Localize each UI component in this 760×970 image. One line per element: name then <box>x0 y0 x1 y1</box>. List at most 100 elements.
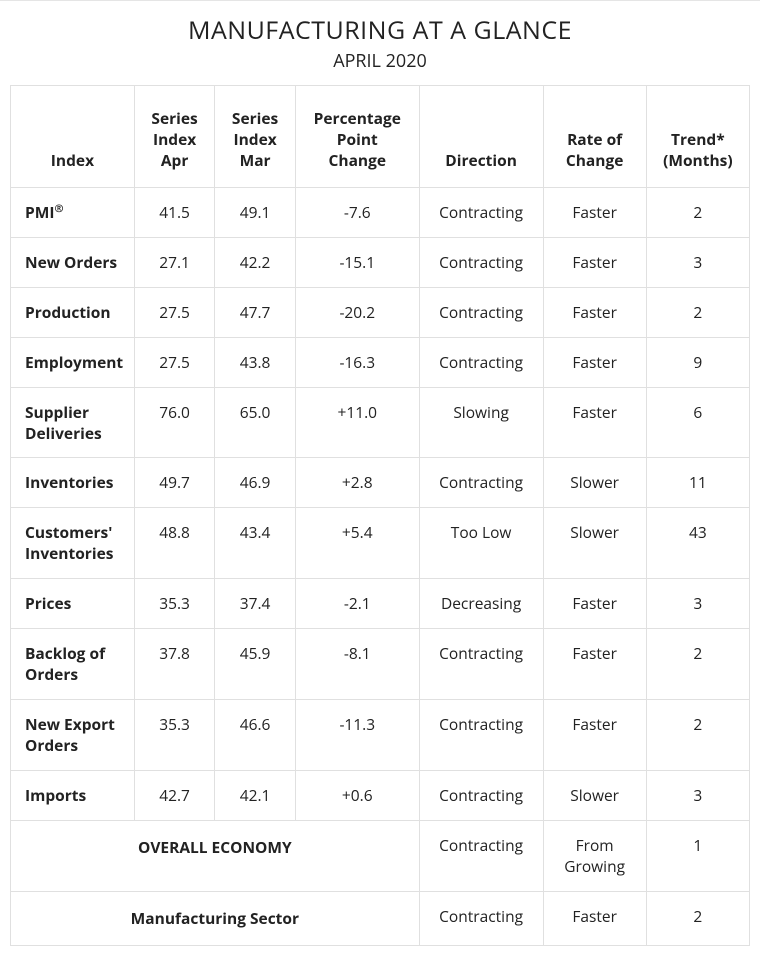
rate-cell: Faster <box>543 891 646 945</box>
column-header: Trend*(Months) <box>646 86 749 188</box>
rate-cell: Faster <box>543 629 646 700</box>
column-header: SeriesIndexMar <box>215 86 296 188</box>
index-cell: New Export Orders <box>11 699 135 770</box>
trend-cell: 1 <box>646 820 749 891</box>
apr-cell: 27.5 <box>134 337 215 387</box>
table-header: IndexSeriesIndexAprSeriesIndexMarPercent… <box>11 86 750 188</box>
trend-cell: 3 <box>646 770 749 820</box>
column-header-line: Percentage <box>306 108 409 129</box>
column-header-line: Series <box>145 108 205 129</box>
rate-cell: Faster <box>543 579 646 629</box>
column-header-line: Point <box>306 129 409 150</box>
direction-cell: Contracting <box>419 629 543 700</box>
column-header-line: Change <box>554 150 636 171</box>
direction-cell: Contracting <box>419 337 543 387</box>
direction-cell: Too Low <box>419 508 543 579</box>
pct-cell: -2.1 <box>295 579 419 629</box>
rate-cell: FromGrowing <box>543 820 646 891</box>
report-subtitle: APRIL 2020 <box>10 49 750 73</box>
table-row: PMI®41.549.1-7.6ContractingFaster2 <box>11 187 750 237</box>
direction-cell: Contracting <box>419 458 543 508</box>
table-row: Employment27.543.8-16.3ContractingFaster… <box>11 337 750 387</box>
rate-cell: Slower <box>543 458 646 508</box>
trend-cell: 43 <box>646 508 749 579</box>
table-row: Customers' Inventories48.843.4+5.4Too Lo… <box>11 508 750 579</box>
rate-cell: Faster <box>543 237 646 287</box>
mar-cell: 42.2 <box>215 237 296 287</box>
summary-row: OVERALL ECONOMYContractingFromGrowing1 <box>11 820 750 891</box>
pct-cell: +5.4 <box>295 508 419 579</box>
apr-cell: 49.7 <box>134 458 215 508</box>
mar-cell: 46.6 <box>215 699 296 770</box>
trend-cell: 11 <box>646 458 749 508</box>
rate-cell: Slower <box>543 770 646 820</box>
pct-cell: +11.0 <box>295 387 419 458</box>
trend-cell: 3 <box>646 579 749 629</box>
table-row: Inventories49.746.9+2.8ContractingSlower… <box>11 458 750 508</box>
column-header: Rate ofChange <box>543 86 646 188</box>
rate-cell: Faster <box>543 287 646 337</box>
pct-cell: +2.8 <box>295 458 419 508</box>
mar-cell: 42.1 <box>215 770 296 820</box>
direction-cell: Slowing <box>419 387 543 458</box>
mar-cell: 45.9 <box>215 629 296 700</box>
index-cell: Customers' Inventories <box>11 508 135 579</box>
table-row: Imports42.742.1+0.6ContractingSlower3 <box>11 770 750 820</box>
rate-cell: Faster <box>543 187 646 237</box>
table-row: New Export Orders35.346.6-11.3Contractin… <box>11 699 750 770</box>
direction-cell: Contracting <box>419 187 543 237</box>
mar-cell: 47.7 <box>215 287 296 337</box>
pct-cell: -15.1 <box>295 237 419 287</box>
report-container: MANUFACTURING AT A GLANCE APRIL 2020 Ind… <box>0 0 760 946</box>
index-cell: Imports <box>11 770 135 820</box>
index-cell: Prices <box>11 579 135 629</box>
trend-cell: 9 <box>646 337 749 387</box>
rate-cell: Faster <box>543 387 646 458</box>
table-row: Prices35.337.4-2.1DecreasingFaster3 <box>11 579 750 629</box>
summary-row: Manufacturing SectorContractingFaster2 <box>11 891 750 945</box>
trend-cell: 2 <box>646 891 749 945</box>
index-cell: Employment <box>11 337 135 387</box>
table-row: Supplier Deliveries76.065.0+11.0SlowingF… <box>11 387 750 458</box>
direction-cell: Contracting <box>419 770 543 820</box>
column-header-line: (Months) <box>657 150 739 171</box>
trend-cell: 2 <box>646 629 749 700</box>
trend-cell: 2 <box>646 187 749 237</box>
column-header-line: Index <box>145 129 205 150</box>
column-header-line: Change <box>306 150 409 171</box>
table-row: Backlog of Orders37.845.9-8.1Contracting… <box>11 629 750 700</box>
table-body: PMI®41.549.1-7.6ContractingFaster2New Or… <box>11 187 750 945</box>
rate-cell: Faster <box>543 699 646 770</box>
summary-label: Manufacturing Sector <box>11 891 420 945</box>
index-cell: New Orders <box>11 237 135 287</box>
direction-cell: Contracting <box>419 891 543 945</box>
rate-cell: Faster <box>543 337 646 387</box>
apr-cell: 35.3 <box>134 699 215 770</box>
pct-cell: -7.6 <box>295 187 419 237</box>
apr-cell: 41.5 <box>134 187 215 237</box>
trend-cell: 6 <box>646 387 749 458</box>
apr-cell: 76.0 <box>134 387 215 458</box>
mar-cell: 37.4 <box>215 579 296 629</box>
column-header: PercentagePointChange <box>295 86 419 188</box>
column-header-line: Apr <box>145 150 205 171</box>
index-cell: Supplier Deliveries <box>11 387 135 458</box>
apr-cell: 42.7 <box>134 770 215 820</box>
mar-cell: 46.9 <box>215 458 296 508</box>
mar-cell: 43.4 <box>215 508 296 579</box>
trend-cell: 2 <box>646 287 749 337</box>
mar-cell: 49.1 <box>215 187 296 237</box>
summary-label: OVERALL ECONOMY <box>11 820 420 891</box>
direction-cell: Contracting <box>419 287 543 337</box>
pct-cell: -11.3 <box>295 699 419 770</box>
column-header: Direction <box>419 86 543 188</box>
column-header: Index <box>11 86 135 188</box>
column-header-line: Index <box>21 150 124 171</box>
column-header-line: Rate of <box>554 129 636 150</box>
pct-cell: -8.1 <box>295 629 419 700</box>
index-cell: Backlog of Orders <box>11 629 135 700</box>
mar-cell: 65.0 <box>215 387 296 458</box>
column-header-line: Mar <box>225 150 285 171</box>
direction-cell: Decreasing <box>419 579 543 629</box>
rate-cell: Slower <box>543 508 646 579</box>
